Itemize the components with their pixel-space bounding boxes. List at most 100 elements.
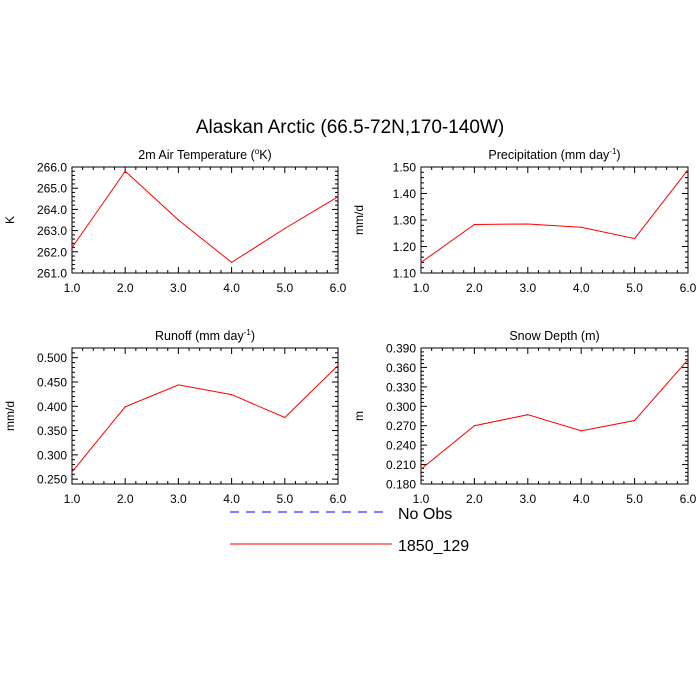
legend: No Obs 1850_129 <box>230 506 469 555</box>
data-point <box>420 261 422 263</box>
y-tick-label: 0.300 <box>386 400 416 414</box>
panel-title-superscript: -1 <box>609 147 617 156</box>
panel-title: Precipitation (mm day-1) <box>488 147 620 162</box>
y-tick-label: 266.0 <box>37 161 67 175</box>
panel-title-tail: ) <box>251 329 255 343</box>
data-point <box>527 223 529 225</box>
x-tick-label: 5.0 <box>276 492 293 506</box>
series-line-0 <box>71 365 339 473</box>
x-tick-label: 5.0 <box>626 281 643 295</box>
panel-snow-depth: 1.0 2.0 3.0 4.0 5.0 6.0 0.180 0.210 0.240 0.270 0.… <box>352 329 697 506</box>
data-point <box>527 414 529 416</box>
y-tick-label: 0.450 <box>37 376 67 390</box>
x-tick-label: 5.0 <box>626 492 643 506</box>
y-tick-label: 0.250 <box>37 473 67 487</box>
data-point <box>177 384 179 386</box>
y-tick-label: 0.500 <box>37 351 67 365</box>
y-tick-label: 263.0 <box>37 224 67 238</box>
y-tick-label: 1.40 <box>393 187 417 201</box>
plot-frame <box>71 347 339 485</box>
y-tick-label: 0.210 <box>386 458 416 472</box>
data-point <box>71 246 73 249</box>
data-point <box>473 223 475 226</box>
plot-frame <box>420 166 689 274</box>
panel-air-temperature: 1.0 2.0 3.0 4.0 5.0 6.0 261.0 262.0 263.0 264.0 26… <box>3 147 347 295</box>
panel-precipitation: 1.0 2.0 3.0 4.0 5.0 6.0 1.10 1.20 1.30 1.40 1.50 mm… <box>352 147 697 295</box>
y-tick-label: 265.0 <box>37 182 67 196</box>
panel-title-tail: K) <box>259 148 272 162</box>
x-tick-label: 6.0 <box>330 281 347 295</box>
y-tick-label: 1.20 <box>393 240 417 254</box>
x-tick-label: 1.0 <box>413 281 430 295</box>
data-point <box>124 406 126 408</box>
y-axis-label: mm/d <box>352 205 366 235</box>
x-tick-label: 4.0 <box>573 492 590 506</box>
data-point <box>473 425 475 427</box>
y-tick-label: 0.270 <box>386 419 416 433</box>
plot-frame <box>420 347 689 485</box>
x-tick-label: 2.0 <box>466 281 483 295</box>
x-tick-label: 4.0 <box>223 281 240 295</box>
panel-title-main: 2m Air Temperature ( <box>138 148 255 162</box>
data-point <box>337 364 339 367</box>
panel-title-main: Precipitation (mm day <box>488 148 610 162</box>
series-line-0 <box>420 359 689 470</box>
y-tick-label: 1.50 <box>393 161 417 175</box>
y-axis-label: m <box>352 411 366 421</box>
data-point <box>634 237 636 240</box>
panel-title: 2m Air Temperature (oK) <box>138 147 271 162</box>
data-point <box>284 416 286 419</box>
legend-label-no-obs: No Obs <box>398 506 452 523</box>
plot-frame <box>71 166 339 274</box>
figure-title: Alaskan Arctic (66.5-72N,170-140W) <box>196 117 504 138</box>
legend-label-1850-129: 1850_129 <box>398 538 469 555</box>
data-point <box>124 170 126 172</box>
y-tick-label: 262.0 <box>37 245 67 259</box>
y-tick-label: 0.400 <box>37 400 67 414</box>
panel-title: Snow Depth (m) <box>509 329 599 343</box>
y-tick-label: 0.390 <box>386 342 416 356</box>
x-tick-label: 3.0 <box>519 281 536 295</box>
x-tick-label: 1.0 <box>64 281 81 295</box>
x-tick-label: 6.0 <box>330 492 347 506</box>
y-tick-label: 0.240 <box>386 439 416 453</box>
panel-title-main: Snow Depth (m) <box>509 329 599 343</box>
y-tick-label: 1.30 <box>393 214 417 228</box>
data-point <box>687 359 689 361</box>
y-tick-label: 0.360 <box>386 361 416 375</box>
panel-runoff: 1.0 2.0 3.0 4.0 5.0 6.0 0.250 0.300 0.350 0.400 0.… <box>3 328 347 506</box>
x-tick-label: 1.0 <box>413 492 430 506</box>
y-tick-label: 261.0 <box>37 267 67 281</box>
data-point <box>337 196 339 198</box>
panel-title: Runoff (mm day-1) <box>155 328 255 343</box>
x-tick-label: 2.0 <box>117 492 134 506</box>
data-point <box>231 394 233 396</box>
data-point <box>177 219 179 221</box>
x-tick-label: 4.0 <box>223 492 240 506</box>
data-point <box>580 226 582 228</box>
data-point <box>634 419 636 422</box>
panel-title-main: Runoff (mm day <box>155 329 244 343</box>
data-point <box>71 471 73 473</box>
y-axis-label: K <box>3 216 17 224</box>
y-tick-label: 1.10 <box>393 267 417 281</box>
y-axis-label: mm/d <box>3 401 17 431</box>
panel-title-superscript: o <box>255 147 260 156</box>
x-tick-label: 2.0 <box>117 281 134 295</box>
x-tick-label: 3.0 <box>170 492 187 506</box>
y-tick-label: 0.180 <box>386 478 416 492</box>
x-tick-label: 3.0 <box>519 492 536 506</box>
panel-title-superscript: -1 <box>244 328 252 337</box>
data-point <box>687 169 689 171</box>
x-tick-label: 2.0 <box>466 492 483 506</box>
data-point <box>580 430 582 432</box>
data-point <box>420 468 422 470</box>
x-tick-label: 5.0 <box>276 281 293 295</box>
data-point <box>284 227 286 230</box>
x-tick-label: 3.0 <box>170 281 187 295</box>
x-tick-label: 4.0 <box>573 281 590 295</box>
y-tick-label: 264.0 <box>37 203 67 217</box>
x-tick-label: 1.0 <box>64 492 81 506</box>
series-line-0 <box>420 169 689 263</box>
